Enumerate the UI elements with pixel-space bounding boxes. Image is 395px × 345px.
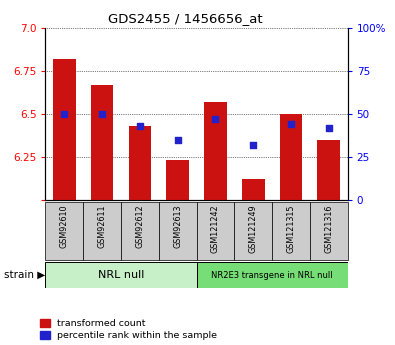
Text: GSM121249: GSM121249 (249, 205, 258, 253)
Point (99, 111, 105, 117)
Bar (128, 126, 151, 200)
Bar (53, 59, 76, 200)
Bar (45, 262, 197, 288)
Legend: transformed count, percentile rank within the sample: transformed count, percentile rank withi… (40, 319, 217, 340)
Point (288, 121, 294, 127)
Text: GDS2455 / 1456656_at: GDS2455 / 1456656_at (108, 12, 263, 25)
Point (175, 137, 181, 142)
Point (61, 111, 68, 117)
Bar (121, 202, 159, 260)
Text: GSM121315: GSM121315 (286, 205, 295, 253)
Bar (91, 85, 113, 200)
Bar (318, 140, 340, 200)
Text: GSM92610: GSM92610 (60, 205, 69, 248)
Bar (197, 202, 234, 260)
Point (137, 123, 143, 129)
Bar (83, 202, 121, 260)
Bar (280, 114, 302, 200)
Text: GSM92612: GSM92612 (135, 205, 144, 248)
Point (212, 116, 218, 122)
Text: GSM92613: GSM92613 (173, 205, 182, 248)
Text: strain ▶: strain ▶ (4, 270, 45, 280)
Bar (204, 102, 227, 200)
Text: GSM121316: GSM121316 (324, 205, 333, 253)
Bar (159, 202, 197, 260)
Text: GSM121242: GSM121242 (211, 205, 220, 253)
Bar (234, 202, 272, 260)
Point (325, 125, 332, 130)
Bar (310, 202, 348, 260)
Text: NRL null: NRL null (98, 270, 144, 280)
Point (250, 142, 256, 148)
Text: GSM92611: GSM92611 (98, 205, 107, 248)
Bar (272, 202, 310, 260)
Text: NR2E3 transgene in NRL null: NR2E3 transgene in NRL null (211, 270, 333, 280)
Bar (197, 262, 348, 288)
Bar (166, 160, 189, 200)
Bar (242, 179, 265, 200)
Bar (45, 202, 83, 260)
